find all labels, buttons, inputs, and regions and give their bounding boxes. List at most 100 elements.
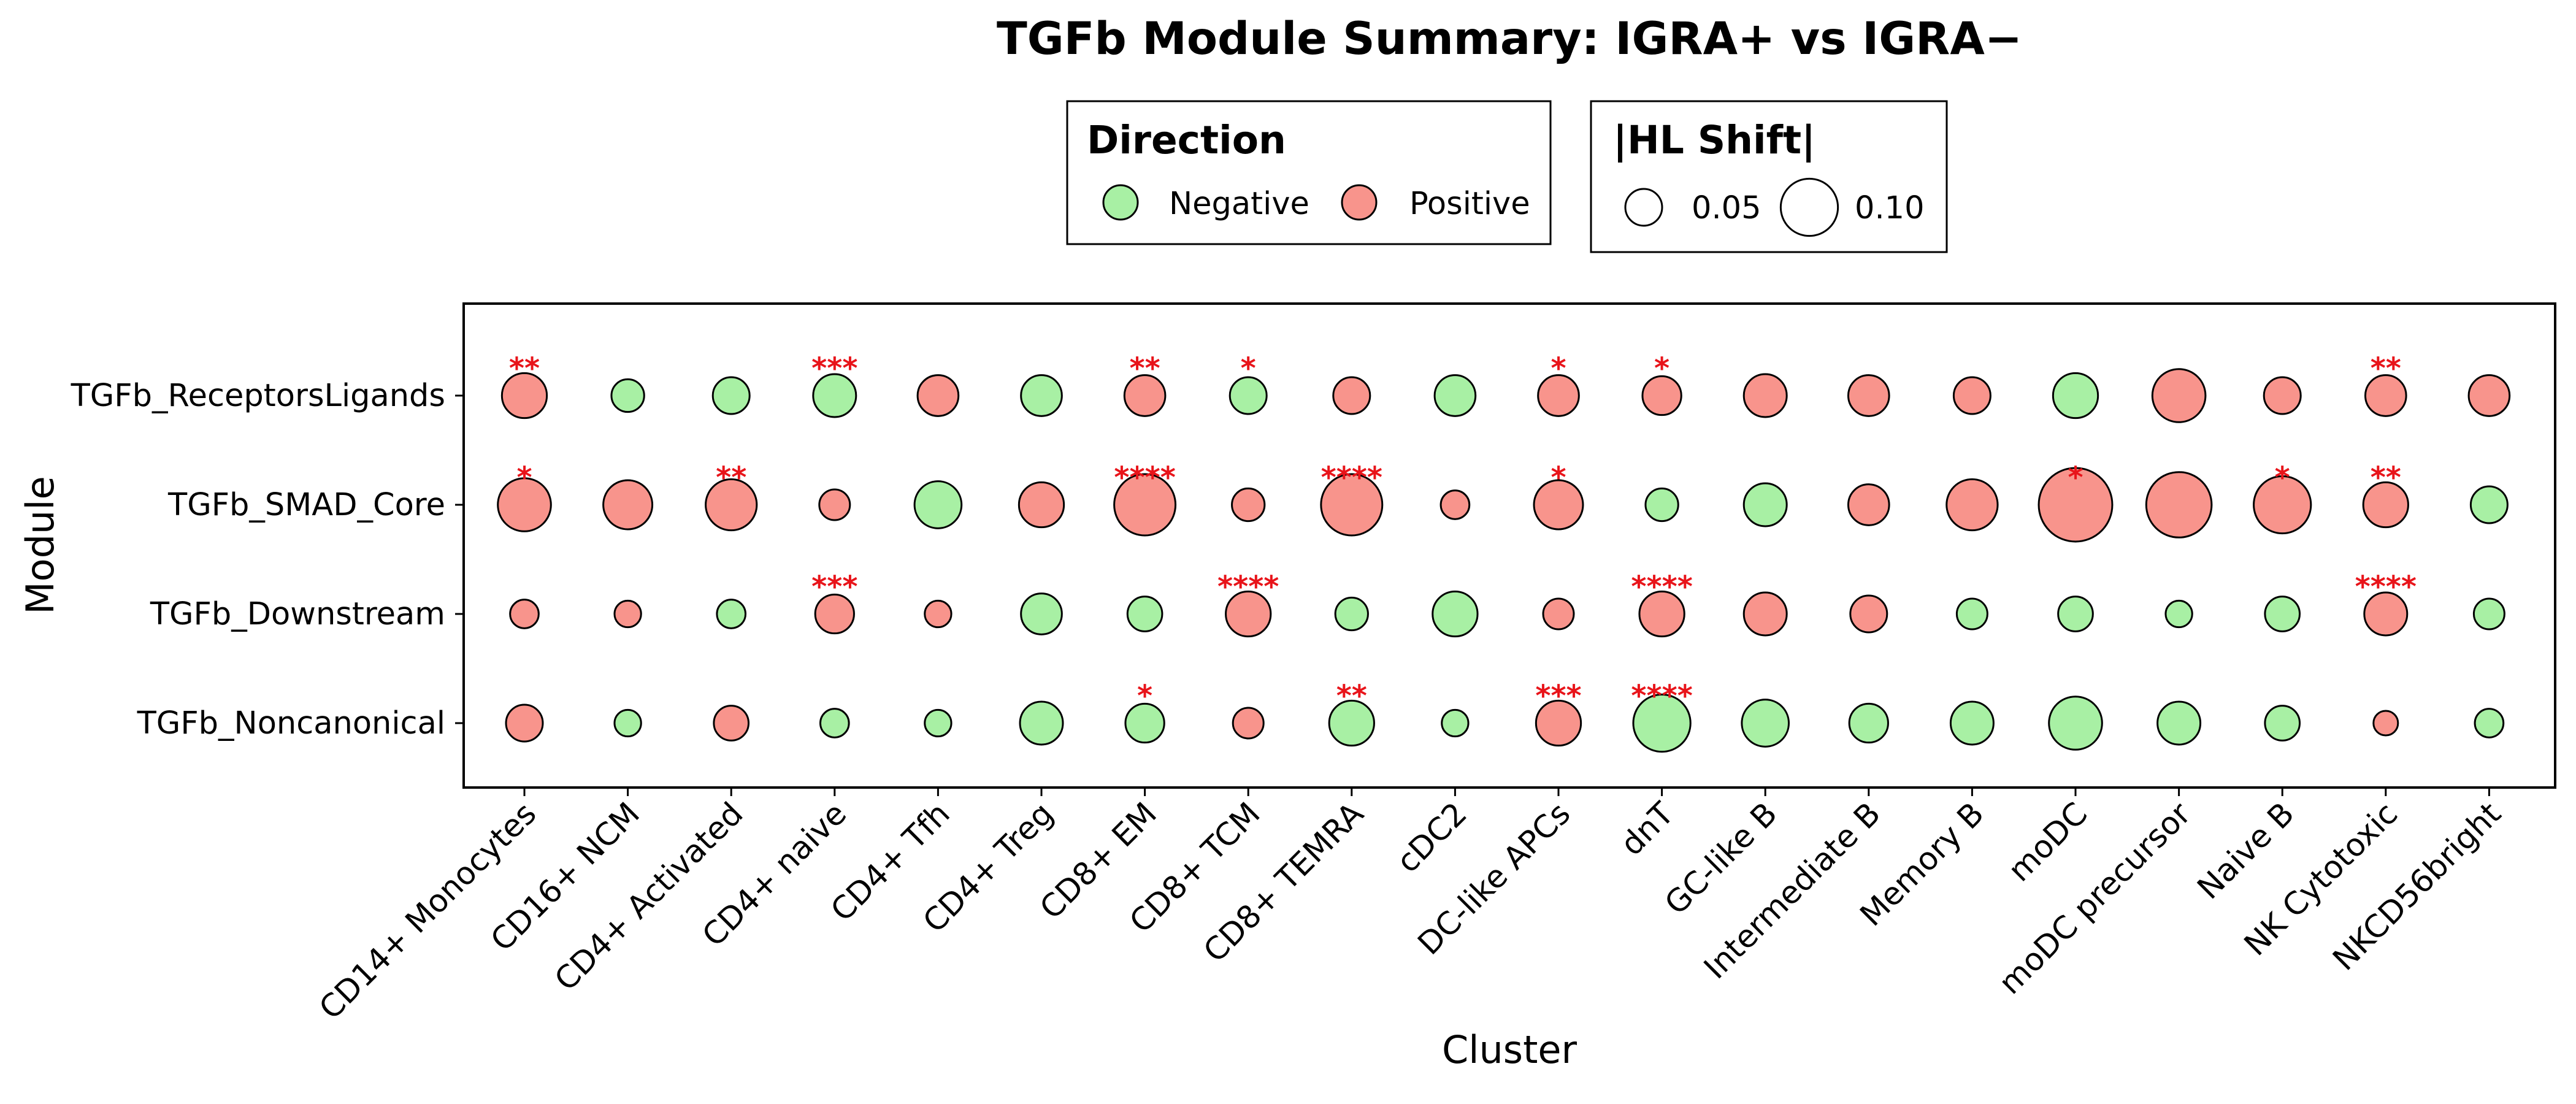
point-tgfb-smad-core-dnt xyxy=(1644,487,1679,523)
point-tgfb-noncanonical-cdc2 xyxy=(1441,708,1470,738)
point-tgfb-downstream-modc xyxy=(2057,596,2094,632)
significance-tgfb-receptorsligands-cd8-em: ** xyxy=(1129,351,1160,386)
significance-labels: ** *** ** * * * *** ** **** **** * * * ***** **** **** *… xyxy=(509,351,2417,713)
significance-tgfb-smad-core-modc: * xyxy=(2068,461,2083,495)
point-tgfb-smad-core-cd8-temra xyxy=(1320,473,1384,537)
point-tgfb-noncanonical-modc xyxy=(2048,696,2103,751)
point-tgfb-receptorsligands-cdc2 xyxy=(1433,374,1477,417)
y-tick-label-tgfb-noncanonical: TGFb_Noncanonical xyxy=(137,705,445,742)
point-tgfb-noncanonical-cd8-temra xyxy=(1328,699,1375,747)
y-axis-title: Module xyxy=(18,476,63,614)
y-tick-label-tgfb-downstream: TGFb_Downstream xyxy=(150,596,445,632)
point-tgfb-noncanonical-cd8-tcm xyxy=(1232,707,1265,740)
plot-panel xyxy=(462,302,2556,789)
significance-tgfb-receptorsligands-dc-like-apcs: * xyxy=(1551,351,1566,386)
point-tgfb-smad-core-gc-like-b xyxy=(1742,482,1788,527)
point-tgfb-noncanonical-memory-b xyxy=(1949,700,1995,746)
point-tgfb-receptorsligands-memory-b xyxy=(1952,376,1991,415)
legend-size-large-swatch xyxy=(1779,177,1839,237)
significance-tgfb-noncanonical-cd8-temra: ** xyxy=(1336,679,1367,713)
point-tgfb-smad-core-naive-b xyxy=(2253,475,2312,535)
legend-size-small-label: 0.05 xyxy=(1692,190,1761,226)
point-tgfb-noncanonical-cd16-ncm xyxy=(613,708,642,738)
point-tgfb-downstream-cd8-tcm xyxy=(1225,590,1272,638)
point-tgfb-receptorsligands-cd8-temra xyxy=(1332,376,1371,415)
x-tick-label-modc: moDC xyxy=(2001,795,2095,889)
point-tgfb-downstream-intermediate-b xyxy=(1849,594,1888,634)
significance-tgfb-downstream-nk-cytotoxic: **** xyxy=(2355,570,2417,604)
point-tgfb-downstream-memory-b xyxy=(1955,597,1988,631)
point-tgfb-noncanonical-modc-precursor xyxy=(2156,700,2202,746)
y-tick-label-tgfb-smad-core: TGFb_SMAD_Core xyxy=(167,487,445,523)
point-tgfb-receptorsligands-cd4-tfh xyxy=(916,374,960,417)
chart-title: TGFb Module Summary: IGRA+ vs IGRA− xyxy=(997,13,2022,65)
x-tick-label-cdc2: cDC2 xyxy=(1390,795,1474,880)
legend-direction-title: Direction xyxy=(1087,118,1286,163)
point-tgfb-smad-core-intermediate-b xyxy=(1847,483,1890,526)
x-tick-label-modc-precursor: moDC precursor xyxy=(1992,795,2198,1002)
significance-tgfb-downstream-cd4-naive: *** xyxy=(811,570,857,604)
significance-tgfb-receptorsligands-dnt: * xyxy=(1654,351,1669,386)
legend-direction-box xyxy=(1066,100,1552,245)
point-tgfb-receptorsligands-modc-precursor xyxy=(2151,368,2207,423)
legend-size-large-label: 0.10 xyxy=(1855,190,1925,226)
point-tgfb-receptorsligands-dc-like-apcs xyxy=(1537,374,1580,417)
point-tgfb-downstream-modc-precursor xyxy=(2164,599,2193,629)
significance-tgfb-smad-core-naive-b: * xyxy=(2275,461,2290,495)
significance-tgfb-receptorsligands-nk-cytotoxic: ** xyxy=(2371,351,2401,386)
significance-tgfb-smad-core-cd8-temra: **** xyxy=(1321,461,1382,495)
point-tgfb-noncanonical-naive-b xyxy=(2264,705,2301,742)
point-tgfb-noncanonical-nk-cytotoxic xyxy=(2372,710,2399,737)
point-tgfb-receptorsligands-gc-like-b xyxy=(1742,373,1788,418)
point-tgfb-noncanonical-cd14-monocytes xyxy=(505,703,544,743)
point-tgfb-noncanonical-cd4-tfh xyxy=(924,708,953,738)
legend-positive-label: Positive xyxy=(1409,186,1530,222)
point-tgfb-smad-core-cd8-tcm xyxy=(1231,487,1266,523)
point-tgfb-smad-core-cd14-monocytes xyxy=(497,477,552,532)
significance-tgfb-receptorsligands-cd4-naive: *** xyxy=(811,351,857,386)
point-tgfb-receptorsligands-cd14-monocytes xyxy=(500,372,548,420)
significance-tgfb-downstream-cd8-tcm: **** xyxy=(1217,570,1279,604)
significance-tgfb-smad-core-cd14-monocytes: * xyxy=(516,461,532,495)
point-tgfb-receptorsligands-cd4-treg xyxy=(1020,374,1063,417)
point-tgfb-smad-core-cd8-em xyxy=(1113,473,1177,537)
point-tgfb-receptorsligands-cd4-naive xyxy=(812,373,857,418)
significance-tgfb-smad-core-cd8-em: **** xyxy=(1114,461,1175,495)
x-tick-label-dnt: dnT xyxy=(1614,795,1681,863)
point-tgfb-downstream-naive-b xyxy=(2264,596,2301,632)
data-points xyxy=(497,368,2511,753)
point-tgfb-receptorsligands-cd8-tcm xyxy=(1229,376,1268,415)
legend-positive-swatch xyxy=(1341,184,1378,221)
point-tgfb-smad-core-cdc2 xyxy=(1439,489,1471,520)
legend-size-box xyxy=(1590,100,1948,253)
y-axis: TGFb_ReceptorsLigands TGFb_SMAD_Core TGFb_… xyxy=(71,378,464,742)
point-tgfb-noncanonical-intermediate-b xyxy=(1848,702,1889,744)
x-axis-title: Cluster xyxy=(1442,1027,1577,1072)
significance-tgfb-noncanonical-cd8-em: * xyxy=(1137,679,1152,713)
point-tgfb-noncanonical-cd4-treg xyxy=(1019,700,1064,746)
legend-negative-swatch xyxy=(1102,184,1139,221)
point-tgfb-downstream-cdc2 xyxy=(1432,590,1479,638)
significance-tgfb-noncanonical-dc-like-apcs: *** xyxy=(1535,679,1581,713)
significance-tgfb-smad-core-dc-like-apcs: * xyxy=(1551,461,1566,495)
point-tgfb-downstream-cd8-temra xyxy=(1334,596,1369,632)
point-tgfb-smad-core-cd4-activated xyxy=(705,478,758,532)
point-tgfb-downstream-cd8-em xyxy=(1126,596,1163,632)
point-tgfb-receptorsligands-cd4-activated xyxy=(711,376,751,415)
point-tgfb-receptorsligands-cd16-ncm xyxy=(610,378,645,413)
legend-negative-label: Negative xyxy=(1169,186,1309,222)
point-tgfb-smad-core-cd16-ncm xyxy=(602,479,654,531)
point-tgfb-downstream-cd16-ncm xyxy=(613,599,642,629)
point-tgfb-downstream-cd4-treg xyxy=(1020,592,1063,635)
legend-size-title: |HL Shift| xyxy=(1613,118,1815,163)
significance-tgfb-receptorsligands-cd8-tcm: * xyxy=(1241,351,1256,386)
point-tgfb-smad-core-nkcd56bright xyxy=(2469,485,2509,524)
point-tgfb-downstream-nk-cytotoxic xyxy=(2363,591,2409,637)
point-tgfb-downstream-dnt xyxy=(1638,590,1685,638)
point-tgfb-receptorsligands-intermediate-b xyxy=(1847,374,1890,417)
point-tgfb-smad-core-modc xyxy=(2037,467,2114,543)
significance-tgfb-downstream-dnt: **** xyxy=(1631,570,1692,604)
point-tgfb-smad-core-memory-b xyxy=(1945,478,1999,532)
significance-tgfb-receptorsligands-cd14-monocytes: ** xyxy=(509,351,540,386)
